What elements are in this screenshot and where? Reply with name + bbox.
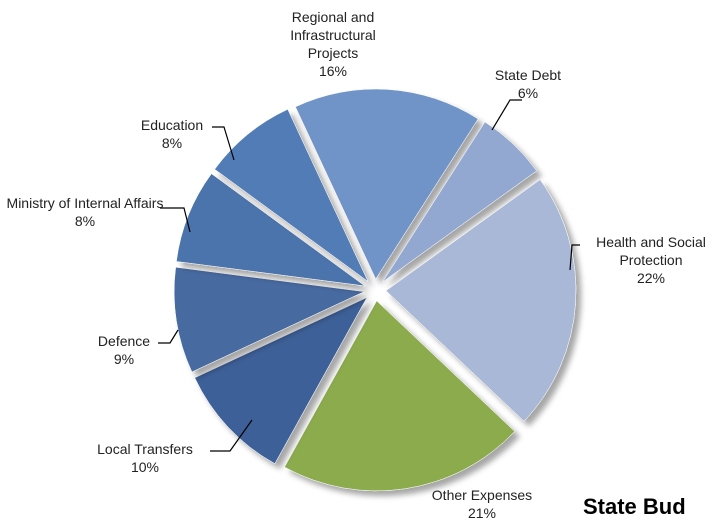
leader-line [491,99,522,131]
slice-value-label: 21% [467,505,497,521]
pie-slice [173,266,366,373]
slice-value-label: 22% [636,270,666,286]
leader-line [212,126,235,161]
pie-slice [176,173,365,287]
pie-slice [284,300,516,492]
slice-label: Regional and Infrastructural Projects [290,9,376,61]
slice-value-label: 9% [113,351,135,367]
pie-slice [214,108,369,282]
pie-slice [194,296,368,465]
slice-label: State Debt [494,67,562,83]
slice-label: Other Expenses [431,487,533,503]
slice-value-label: 8% [161,135,183,151]
slice-label: Education [140,117,204,133]
leader-line [569,244,580,271]
pie-slice [295,88,479,280]
slice-label: Defence [97,333,151,349]
slice-value-label: 10% [130,459,160,475]
chart-title: State Bud [583,494,686,519]
leader-line [160,207,191,233]
slice-value-label: 16% [318,63,348,79]
leader-line [158,329,179,344]
slice-value-label: 8% [74,213,96,229]
pie-slice [385,179,577,422]
slice-label: Ministry of Internal Affairs [6,195,164,211]
slice-value-label: 6% [517,85,539,101]
slice-label: Local Transfers [97,441,193,457]
pie-slice [382,121,538,283]
leader-line [210,419,253,452]
slice-label: Health and Social Protection [596,234,706,268]
